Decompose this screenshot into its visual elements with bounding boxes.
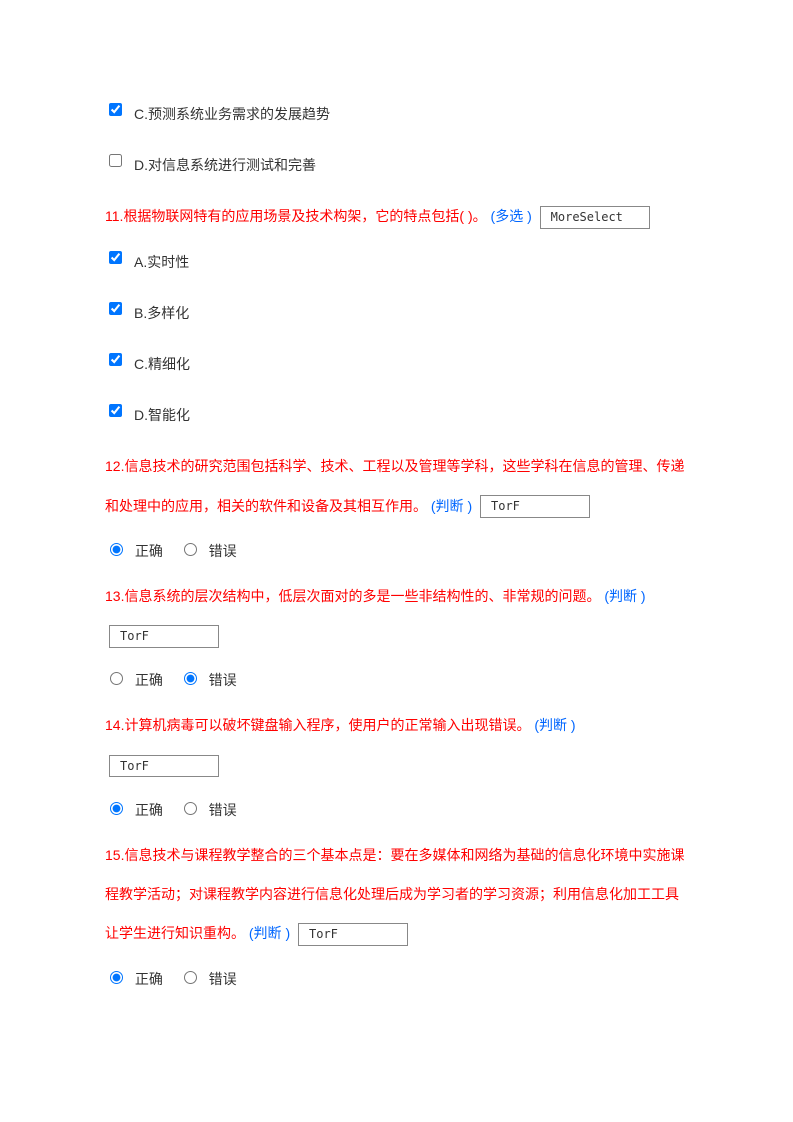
q14-true-label: 正确 <box>135 802 163 818</box>
q11-question: 11.根据物联网特有的应用场景及技术构架，它的特点包括( )。 (多选 ) Mo… <box>105 197 688 236</box>
q13-question: 13.信息系统的层次结构中，低层次面对的多是一些非结构性的、非常规的问题。 (判… <box>105 577 688 655</box>
q15-radio-row: 正确 错误 <box>105 960 688 999</box>
q12-number: 12. <box>105 458 124 474</box>
q11-number: 11. <box>105 208 123 224</box>
q11-option-a-checkbox[interactable] <box>109 251 122 264</box>
q14-type-box: TorF <box>109 755 219 778</box>
q14-radio-row: 正确 错误 <box>105 791 688 830</box>
q13-text: 信息系统的层次结构中，低层次面对的多是一些非结构性的、非常规的问题。 <box>124 588 600 604</box>
q12-tag: (判断 ) <box>431 498 472 514</box>
q15-tag: (判断 ) <box>249 925 290 941</box>
q12-text: 信息技术的研究范围包括科学、技术、工程以及管理等学科，这些学科在信息的管理、传递… <box>105 458 684 513</box>
q10-option-c: C.预测系统业务需求的发展趋势 <box>105 95 688 134</box>
q14-radio-true[interactable] <box>110 802 123 815</box>
q15-true-label: 正确 <box>135 971 163 987</box>
q10-option-d-label: D.对信息系统进行测试和完善 <box>134 146 316 185</box>
q11-option-a: A.实时性 <box>105 243 688 282</box>
q11-option-c-label: C.精细化 <box>134 345 190 384</box>
q12-type-box: TorF <box>480 495 590 518</box>
q10-option-d: D.对信息系统进行测试和完善 <box>105 146 688 185</box>
q15-false-label: 错误 <box>209 971 237 987</box>
q15-radio-false[interactable] <box>184 971 197 984</box>
q13-false-label: 错误 <box>209 672 237 688</box>
q11-tag: (多选 ) <box>491 208 532 224</box>
q15-type-box: TorF <box>298 923 408 946</box>
q12-true-label: 正确 <box>135 543 163 559</box>
q13-radio-row: 正确 错误 <box>105 661 688 700</box>
q15-radio-true[interactable] <box>110 971 123 984</box>
q14-number: 14. <box>105 717 124 733</box>
q11-option-b-checkbox[interactable] <box>109 302 122 315</box>
q10-option-c-label: C.预测系统业务需求的发展趋势 <box>134 95 330 134</box>
q14-tag: (判断 ) <box>534 717 575 733</box>
q12-radio-true[interactable] <box>110 543 123 556</box>
q13-tag: (判断 ) <box>604 588 645 604</box>
q11-option-d-label: D.智能化 <box>134 396 190 435</box>
q11-option-a-label: A.实时性 <box>134 243 189 282</box>
q11-option-c: C.精细化 <box>105 345 688 384</box>
q12-radio-false[interactable] <box>184 543 197 556</box>
q12-false-label: 错误 <box>209 543 237 559</box>
q13-radio-true[interactable] <box>110 672 123 685</box>
q13-radio-false[interactable] <box>184 672 197 685</box>
q12-question: 12.信息技术的研究范围包括科学、技术、工程以及管理等学科，这些学科在信息的管理… <box>105 447 688 525</box>
q11-option-b: B.多样化 <box>105 294 688 333</box>
q13-true-label: 正确 <box>135 672 163 688</box>
q14-text: 计算机病毒可以破坏键盘输入程序，使用户的正常输入出现错误。 <box>124 717 530 733</box>
q11-option-c-checkbox[interactable] <box>109 353 122 366</box>
q12-radio-row: 正确 错误 <box>105 532 688 571</box>
q11-type-box: MoreSelect <box>540 206 650 229</box>
q15-question: 15.信息技术与课程教学整合的三个基本点是：要在多媒体和网络为基础的信息化环境中… <box>105 836 688 954</box>
q11-option-d: D.智能化 <box>105 396 688 435</box>
q10-option-c-checkbox[interactable] <box>109 103 122 116</box>
q15-number: 15. <box>105 847 124 863</box>
q14-radio-false[interactable] <box>184 802 197 815</box>
q11-option-d-checkbox[interactable] <box>109 404 122 417</box>
q13-type-box: TorF <box>109 625 219 648</box>
q14-false-label: 错误 <box>209 802 237 818</box>
q11-text: 根据物联网特有的应用场景及技术构架，它的特点包括( )。 <box>123 208 486 224</box>
q11-option-b-label: B.多样化 <box>134 294 189 333</box>
q14-question: 14.计算机病毒可以破坏键盘输入程序，使用户的正常输入出现错误。 (判断 ) T… <box>105 706 688 784</box>
q10-option-d-checkbox[interactable] <box>109 154 122 167</box>
q13-number: 13. <box>105 588 124 604</box>
